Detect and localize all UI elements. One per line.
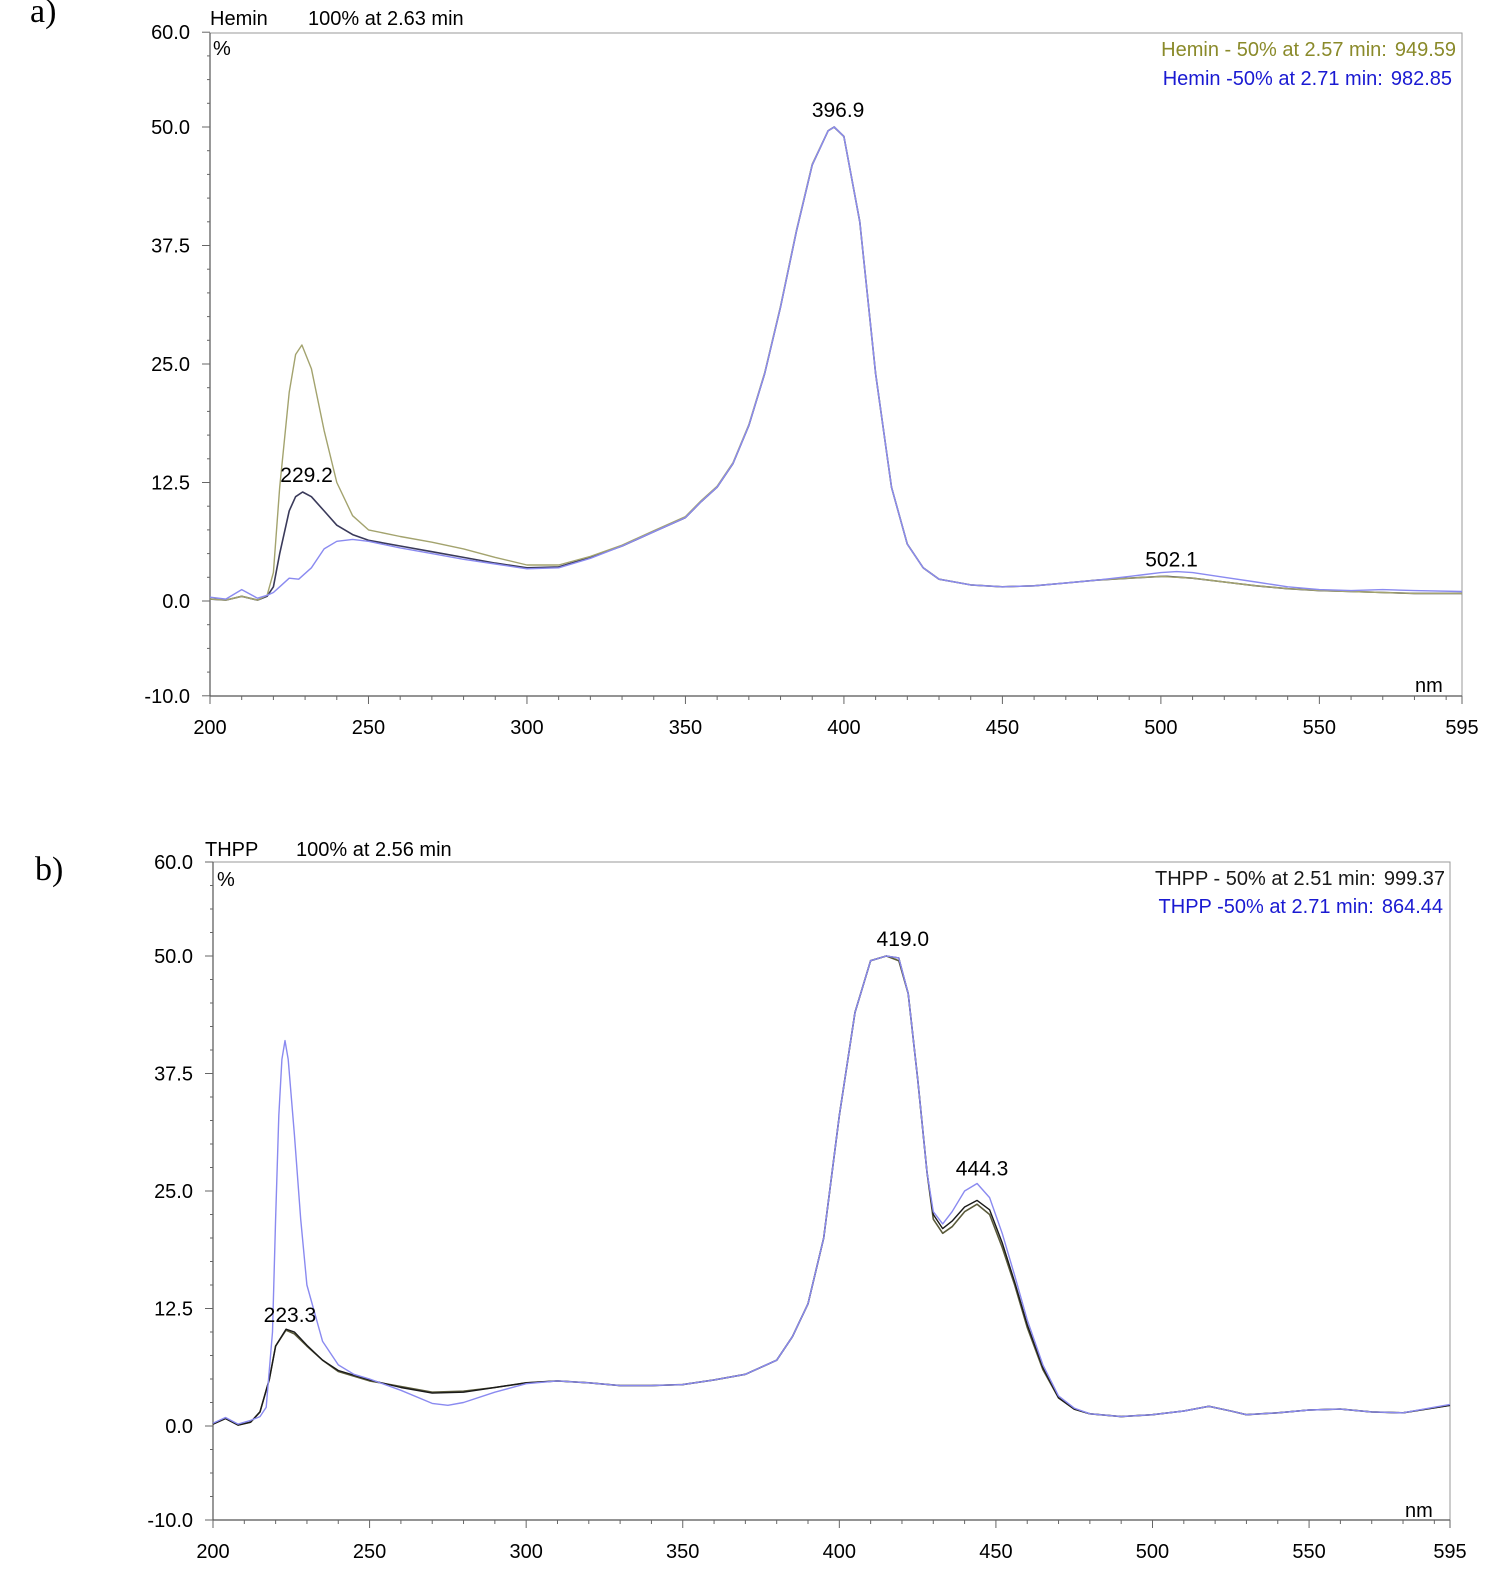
- x-tick-label: 250: [353, 1541, 386, 1563]
- legend-entry-1: THPP - 50% at 2.51 min: 999.37: [1155, 868, 1445, 890]
- x-tick-label: 450: [986, 717, 1019, 739]
- chart-header-sample: Hemin: [210, 8, 268, 30]
- legend-value: 982.85: [1391, 68, 1452, 90]
- y-tick-label: 60.0: [154, 852, 193, 874]
- x-tick-label: 400: [823, 1541, 856, 1563]
- x-axis-label: nm: [1415, 675, 1443, 697]
- series-line: [209, 126, 1462, 601]
- x-tick-label: 500: [1144, 717, 1177, 739]
- y-tick-label: 25.0: [151, 354, 190, 376]
- plot-frame: [209, 32, 1463, 697]
- chart-panel-a: a) Hemin 100% at 2.63 min % nm Hemin - 5…: [30, 0, 1479, 739]
- x-tick-label: 200: [196, 1541, 229, 1563]
- y-tick-label: 37.5: [154, 1064, 193, 1086]
- y-tick-label: 60.0: [151, 22, 190, 44]
- series-line: [209, 126, 1462, 601]
- series-line: [209, 126, 1463, 600]
- y-tick-label: -10.0: [144, 686, 190, 708]
- chart-header-ref: 100% at 2.56 min: [296, 839, 452, 861]
- x-tick-label: 595: [1445, 717, 1478, 739]
- peak-label: 229.2: [280, 464, 333, 487]
- peak-label: 444.3: [956, 1157, 1009, 1180]
- legend-label: THPP -50% at 2.71 min:: [1159, 896, 1374, 918]
- peak-label: 223.3: [264, 1304, 317, 1327]
- y-tick-label: 0.0: [162, 591, 190, 613]
- x-tick-label: 350: [666, 1541, 699, 1563]
- y-tick-label: 50.0: [154, 946, 193, 968]
- legend-entry-1: Hemin - 50% at 2.57 min: 949.59: [1161, 39, 1456, 61]
- y-tick-label: 50.0: [151, 117, 190, 139]
- chart-header-sample: THPP: [205, 839, 258, 861]
- series-line: [212, 955, 1451, 1425]
- panel-label: b): [35, 851, 63, 888]
- peak-label: 396.9: [812, 99, 865, 122]
- chart-header-ref: 100% at 2.63 min: [308, 8, 464, 30]
- series-line: [212, 955, 1451, 1426]
- legend-label: Hemin -50% at 2.71 min:: [1163, 68, 1383, 90]
- chart-panel-b: b) THPP 100% at 2.56 min % nm THPP - 50%…: [35, 839, 1467, 1563]
- y-tick-label: 0.0: [165, 1416, 193, 1438]
- x-tick-label: 595: [1433, 1541, 1466, 1563]
- x-tick-label: 200: [193, 717, 226, 739]
- x-axis-label: nm: [1405, 1500, 1433, 1522]
- x-tick-label: 300: [510, 717, 543, 739]
- x-tick-label: 400: [827, 717, 860, 739]
- peak-label: 419.0: [877, 928, 930, 951]
- x-tick-label: 250: [352, 717, 385, 739]
- peak-label: 502.1: [1145, 548, 1198, 571]
- y-axis-label: %: [217, 869, 235, 891]
- x-tick-label: 550: [1292, 1541, 1325, 1563]
- legend-label: Hemin - 50% at 2.57 min:: [1161, 39, 1387, 61]
- y-tick-label: 12.5: [154, 1299, 193, 1321]
- legend-label: THPP - 50% at 2.51 min:: [1155, 868, 1376, 890]
- series-line: [212, 955, 1451, 1426]
- y-tick-label: 37.5: [151, 236, 190, 258]
- y-tick-label: -10.0: [147, 1510, 193, 1532]
- y-tick-label: 25.0: [154, 1181, 193, 1203]
- x-tick-label: 450: [979, 1541, 1012, 1563]
- legend-value: 949.59: [1395, 39, 1456, 61]
- x-tick-label: 500: [1136, 1541, 1169, 1563]
- x-tick-label: 300: [509, 1541, 542, 1563]
- legend-entry-2: Hemin -50% at 2.71 min: 982.85: [1163, 68, 1452, 90]
- y-tick-label: 12.5: [151, 473, 190, 495]
- legend-value: 999.37: [1384, 868, 1445, 890]
- panel-label: a): [30, 0, 56, 30]
- legend-entry-2: THPP -50% at 2.71 min: 864.44: [1159, 896, 1443, 918]
- x-tick-label: 350: [669, 717, 702, 739]
- legend-value: 864.44: [1382, 896, 1443, 918]
- x-tick-label: 550: [1303, 717, 1336, 739]
- y-axis-label: %: [213, 38, 231, 60]
- plot-frame: [212, 861, 1451, 1521]
